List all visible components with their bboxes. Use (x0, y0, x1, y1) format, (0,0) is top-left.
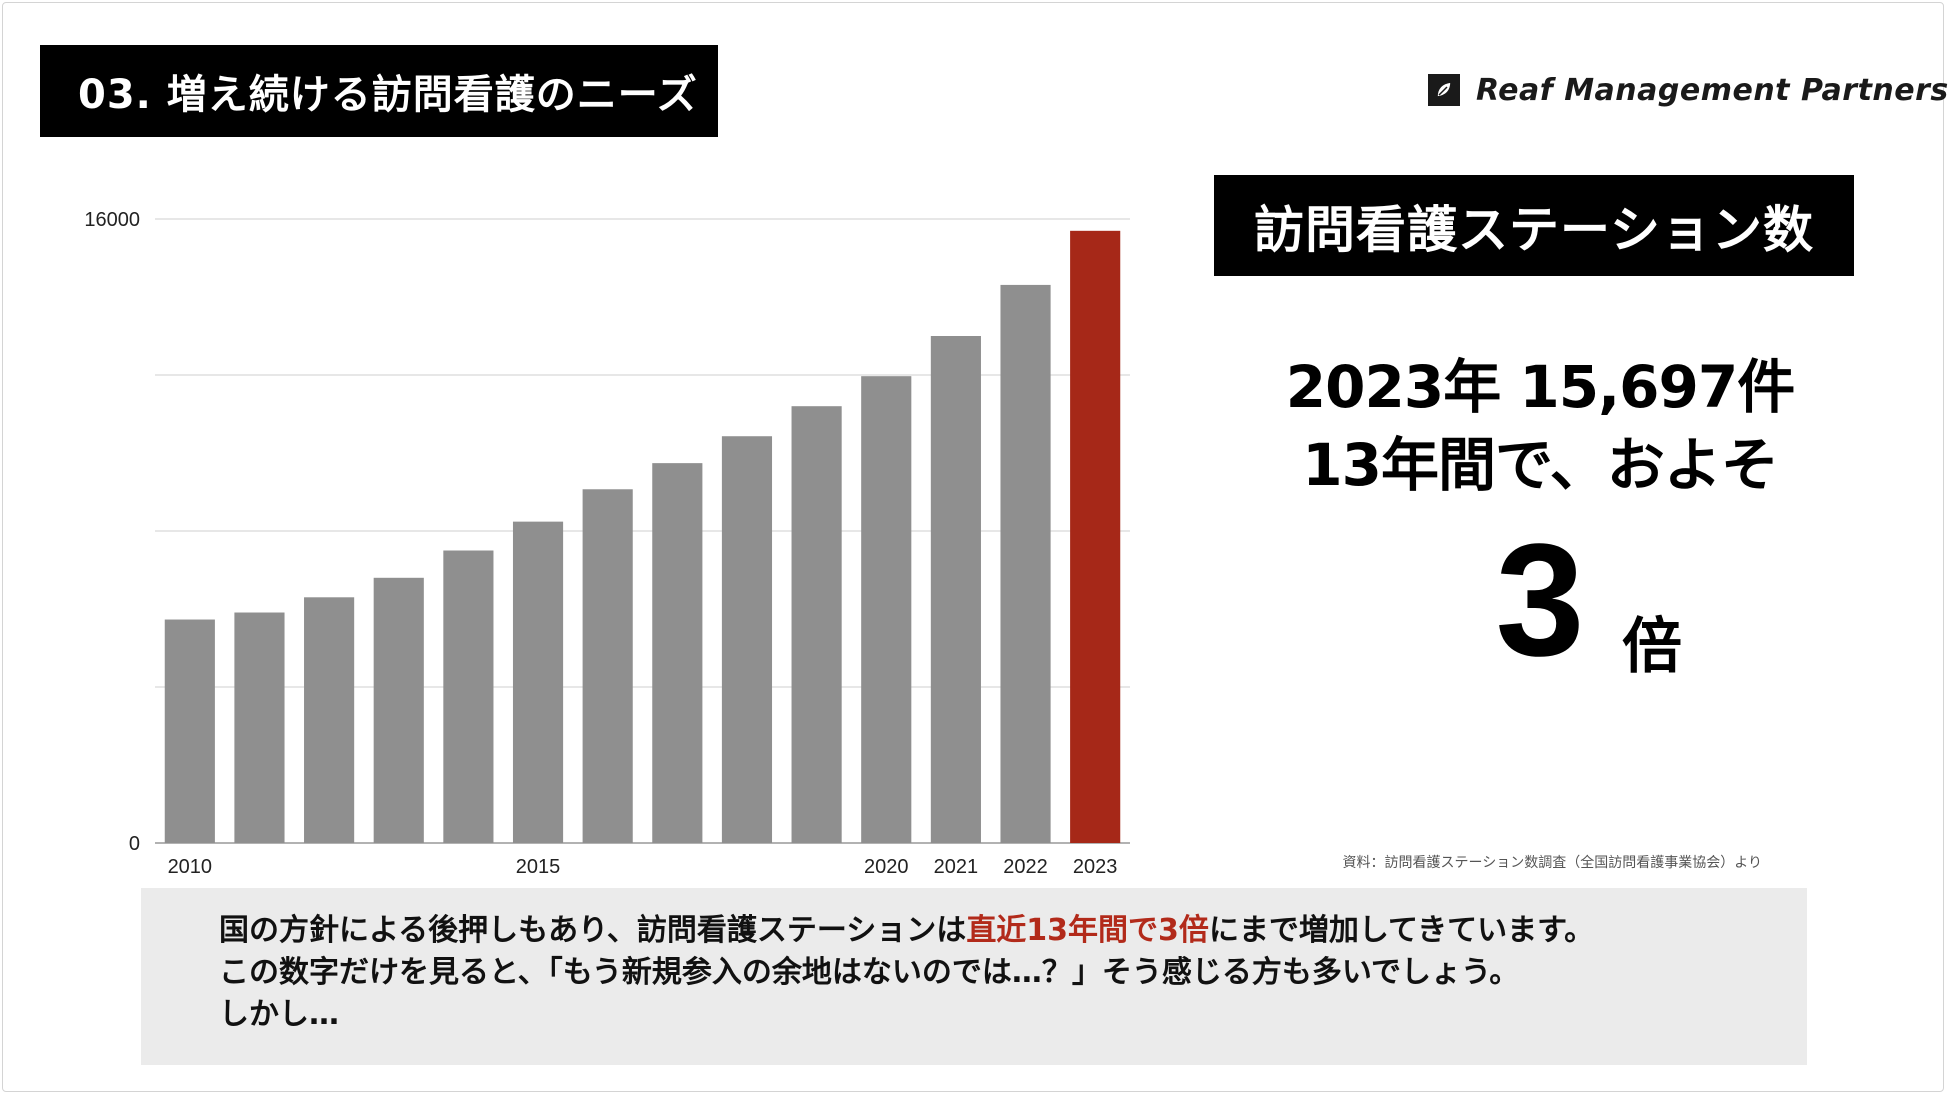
page-title: 03. 増え続ける訪問看護のニーズ (40, 45, 718, 137)
multiplier-number: 3 (1495, 510, 1585, 689)
bar-2020 (861, 376, 912, 843)
leaf-icon (1428, 74, 1460, 106)
y-tick-label: 0 (129, 833, 140, 855)
y-tick-label: 16000 (84, 209, 140, 231)
bar-chart: 0 16000 2010 2015 2020 2021 2022 2023 (84, 209, 1130, 878)
bar-2021 (930, 336, 981, 843)
x-tick-label: 2010 (168, 856, 213, 878)
brand-name: Reaf Management Partners (1476, 72, 1948, 108)
x-tick-label: 2021 (934, 856, 979, 878)
bar-2017 (652, 463, 703, 843)
note-highlight: 直近13年間で3倍 (966, 913, 1209, 948)
stat-2023-count: 2023年 15,697件 (1285, 353, 1795, 421)
bar-2019 (791, 406, 842, 843)
bar-2010 (164, 619, 215, 843)
x-tick-label: 2022 (1003, 856, 1048, 878)
bar-2013 (373, 577, 424, 843)
metric-title: 訪問看護ステーション数 (1214, 175, 1854, 276)
bar-2022 (1000, 284, 1051, 843)
bar-2023 (1070, 230, 1121, 843)
multiplier-unit: 倍 (1622, 612, 1682, 682)
x-tick-label: 2023 (1073, 856, 1118, 878)
bar-2016 (582, 489, 633, 843)
summary-note: 国の方針による後押しもあり、訪問看護ステーションは直近13年間で3倍にまで増加し… (141, 888, 1807, 1065)
bar-2014 (443, 550, 494, 843)
bar-2011 (234, 612, 285, 843)
bar-2018 (721, 436, 773, 843)
note-line-1: 国の方針による後押しもあり、訪問看護ステーションは直近13年間で3倍にまで増加し… (219, 910, 1807, 952)
note-line-1-prefix: 国の方針による後押しもあり、訪問看護ステーションは (219, 913, 967, 948)
bar-2012 (304, 597, 355, 843)
note-line-2: この数字だけを見ると、「もう新規参入の余地はないのでは…？」そう感じる方も多いで… (219, 955, 1520, 990)
bar-2015 (512, 521, 564, 843)
brand: Reaf Management Partners (1428, 70, 1948, 110)
x-tick-label: 2020 (864, 856, 909, 878)
stat-13-years: 13年間で、およそ (1302, 431, 1778, 499)
x-tick-label: 2015 (516, 856, 561, 878)
source-note: 資料：訪問看護ステーション数調査（全国訪問看護事業協会）より (1342, 855, 1762, 871)
note-line-1-suffix: にまで増加してきています。 (1208, 913, 1595, 948)
note-line-3: しかし… (219, 997, 339, 1032)
